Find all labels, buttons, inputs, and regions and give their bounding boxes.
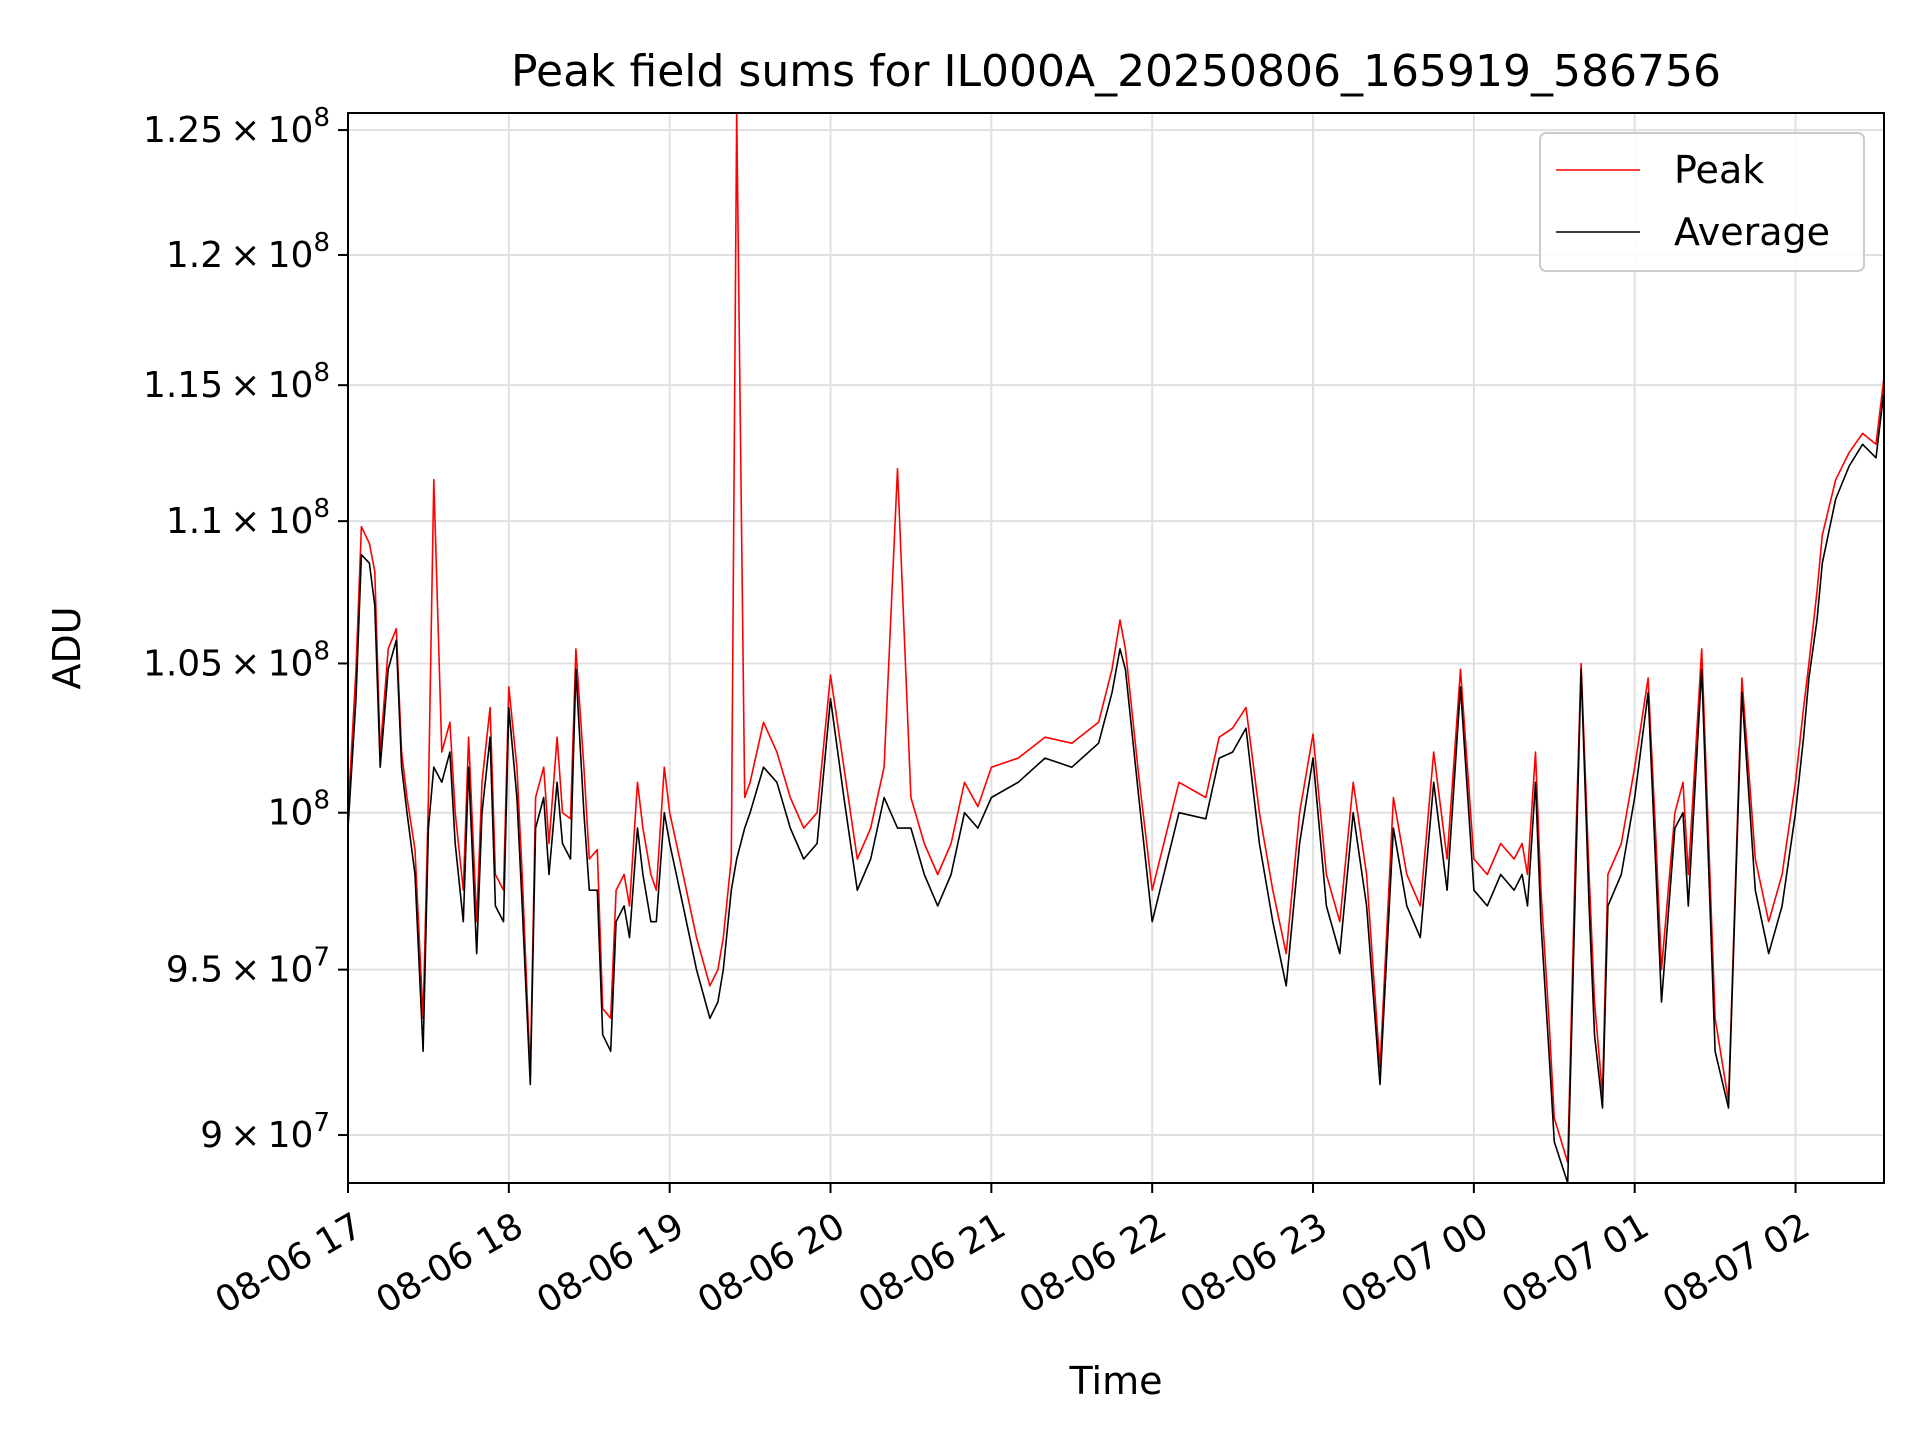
legend-label-average: Average [1674, 210, 1830, 254]
y-tick-label: 1.2 × 108 [166, 228, 330, 276]
legend-box [1539, 132, 1865, 272]
legend: Peak Average [1539, 132, 1865, 272]
chart-title: Peak field sums for IL000A_20250806_1659… [511, 46, 1721, 97]
grid [347, 113, 1884, 1183]
y-axis-label: ADU [45, 606, 89, 689]
x-axis-label: Time [1069, 1359, 1163, 1403]
y-tick-label: 1.1 × 108 [166, 494, 330, 542]
series-line-peak [347, 112, 1885, 1164]
y-tick-label: 1.15 × 108 [143, 358, 330, 406]
series-line-average [347, 390, 1885, 1184]
series-lines [347, 112, 1885, 1184]
legend-label-peak: Peak [1674, 148, 1764, 192]
y-axis-ticks: 9 × 107 9.5 × 107 108 1.05 × 108 1.1 × 108 1.… [143, 103, 348, 1156]
y-tick-label: 9.5 × 107 [166, 943, 330, 991]
y-tick-label: 9 × 107 [200, 1108, 330, 1156]
y-tick-label: 108 [268, 786, 330, 834]
plot-frame [347, 112, 1885, 1184]
y-tick-label: 1.25 × 108 [143, 103, 330, 151]
y-tick-label: 1.05 × 108 [143, 636, 330, 684]
